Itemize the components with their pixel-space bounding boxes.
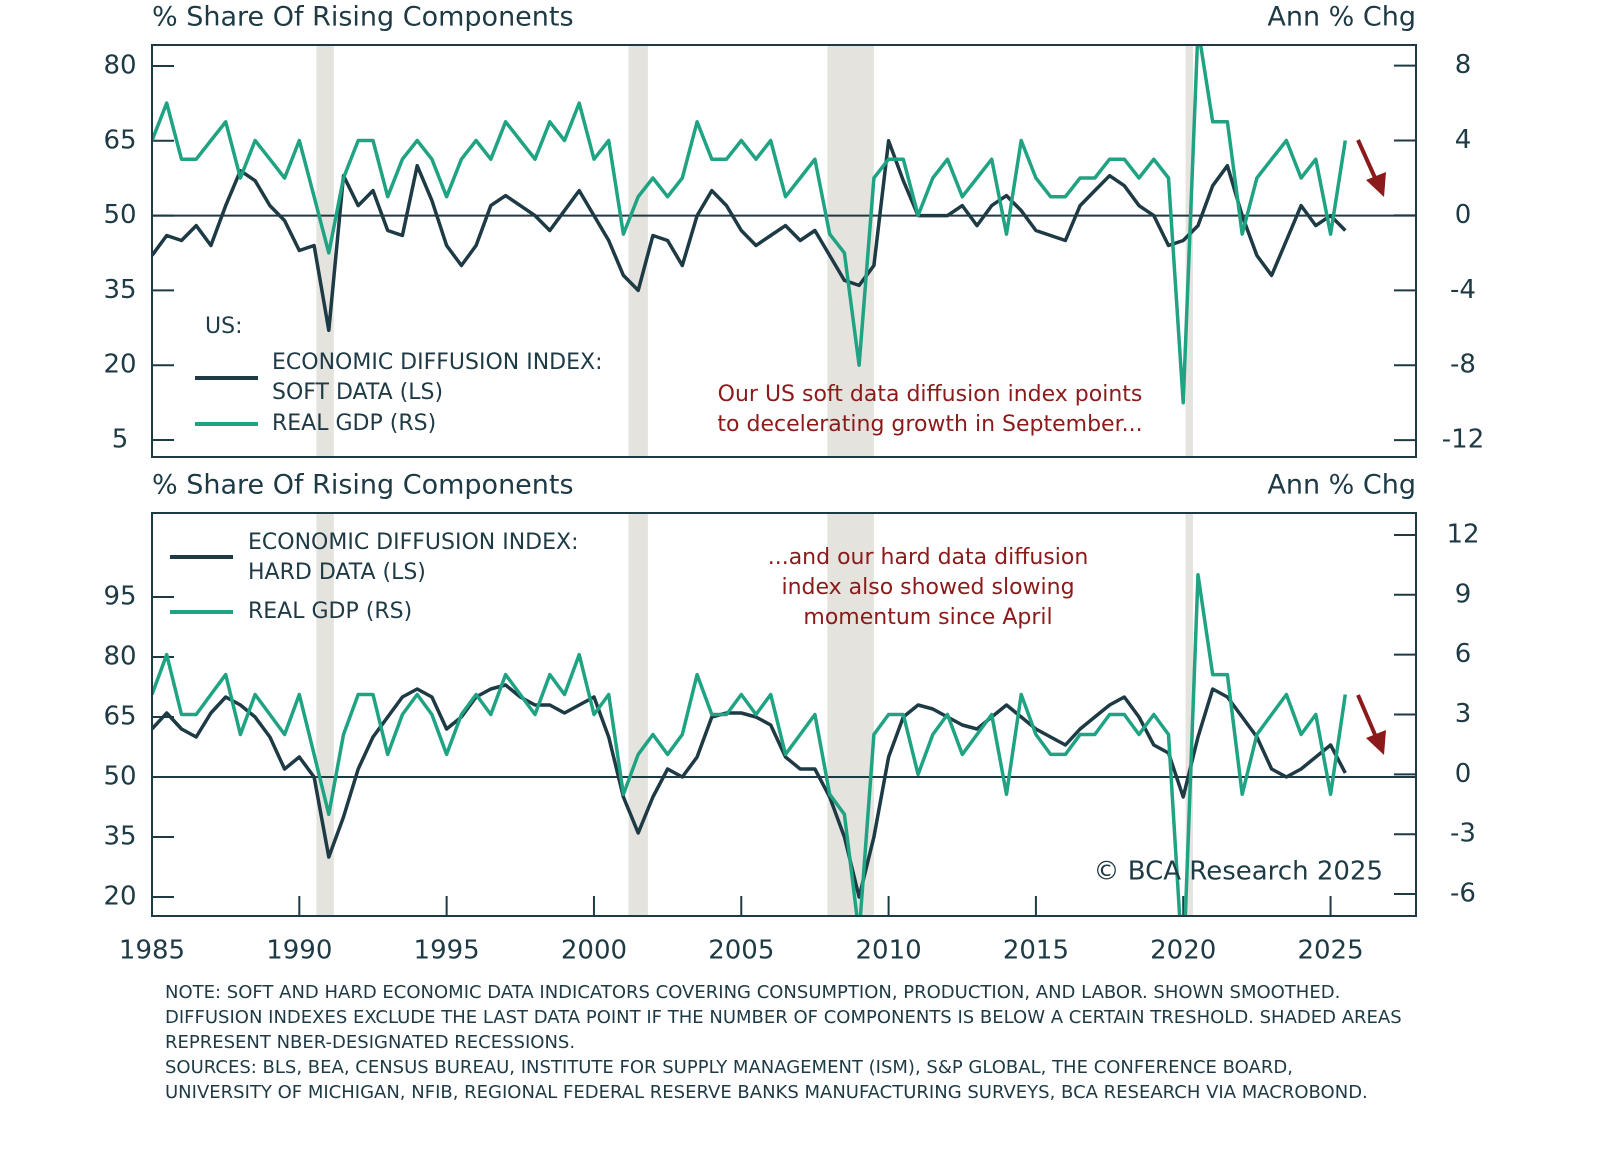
y-tick-label: 50 xyxy=(103,200,136,230)
plot-area xyxy=(152,45,1348,405)
y2-tick-label: 8 xyxy=(1455,50,1472,80)
y2-tick-label: -4 xyxy=(1450,275,1476,305)
x-tick-label: 2010 xyxy=(856,936,922,966)
y2-tick-label: -6 xyxy=(1450,879,1476,909)
y-tick-label: 20 xyxy=(103,882,136,912)
recession-band xyxy=(628,513,648,916)
y-tick-label: 20 xyxy=(103,350,136,380)
series-line xyxy=(152,573,1348,916)
y-tick-label: 35 xyxy=(103,275,136,305)
plot-area xyxy=(152,573,1348,916)
series-line xyxy=(152,45,1348,405)
y2-tick-label: 9 xyxy=(1455,579,1472,609)
x-tick-label: 2000 xyxy=(561,936,627,966)
y2-tick-label: -12 xyxy=(1442,425,1484,455)
y-tick-label: 65 xyxy=(103,125,136,155)
x-tick-label: 2005 xyxy=(708,936,774,966)
y-tick-label: 5 xyxy=(112,425,129,455)
y2-tick-label: 12 xyxy=(1446,519,1479,549)
recession-band xyxy=(628,45,648,457)
series-line xyxy=(152,683,1347,899)
y2-axis-title: Ann % Chg xyxy=(1267,470,1416,501)
x-tick-label: 1990 xyxy=(266,936,332,966)
plot-frame xyxy=(151,44,1417,458)
copyright: © BCA Research 2025 xyxy=(1093,857,1383,887)
annotation: Our US soft data diffusion index points … xyxy=(717,382,1143,437)
legend-heading: US: xyxy=(205,314,243,339)
x-tick-label: 1995 xyxy=(414,936,480,966)
legend-label: ECONOMIC DIFFUSION INDEX: SOFT DATA (LS) xyxy=(272,350,603,405)
series-line xyxy=(152,139,1347,333)
y-tick-label: 80 xyxy=(103,642,136,672)
y-tick-label: 80 xyxy=(103,50,136,80)
y2-tick-label: 3 xyxy=(1455,699,1472,729)
y-axis-title: % Share Of Rising Components xyxy=(152,2,574,33)
recession-band xyxy=(1185,513,1193,916)
annotation: ...and our hard data diffusion index als… xyxy=(767,545,1089,630)
legend-label: ECONOMIC DIFFUSION INDEX: HARD DATA (LS) xyxy=(248,530,579,585)
recession-band xyxy=(316,45,334,457)
x-tick-label: 2015 xyxy=(1003,936,1069,966)
legend-label: REAL GDP (RS) xyxy=(248,599,413,624)
note: NOTE: SOFT AND HARD ECONOMIC DATA INDICA… xyxy=(165,982,1402,1053)
x-tick-label: 2025 xyxy=(1297,936,1363,966)
y2-tick-label: 4 xyxy=(1455,125,1472,155)
plot-frame xyxy=(151,512,1417,917)
legend-label: REAL GDP (RS) xyxy=(272,411,437,436)
y-axis-title: % Share Of Rising Components xyxy=(152,470,574,501)
y2-tick-label: -8 xyxy=(1450,350,1476,380)
x-tick-label: 1985 xyxy=(119,936,185,966)
y-tick-label: 95 xyxy=(103,582,136,612)
y2-tick-label: 0 xyxy=(1455,759,1472,789)
y2-tick-label: -3 xyxy=(1450,819,1476,849)
y-tick-label: 35 xyxy=(103,822,136,852)
y-tick-label: 50 xyxy=(103,762,136,792)
y2-axis-title: Ann % Chg xyxy=(1267,2,1416,33)
y2-tick-label: 6 xyxy=(1455,639,1472,669)
y-tick-label: 65 xyxy=(103,702,136,732)
arrow xyxy=(1356,139,1386,755)
x-tick-label: 2020 xyxy=(1150,936,1216,966)
sources: SOURCES: BLS, BEA, CENSUS BUREAU, INSTIT… xyxy=(165,1057,1368,1103)
y2-tick-label: 0 xyxy=(1455,200,1472,230)
recession-band xyxy=(827,45,874,457)
